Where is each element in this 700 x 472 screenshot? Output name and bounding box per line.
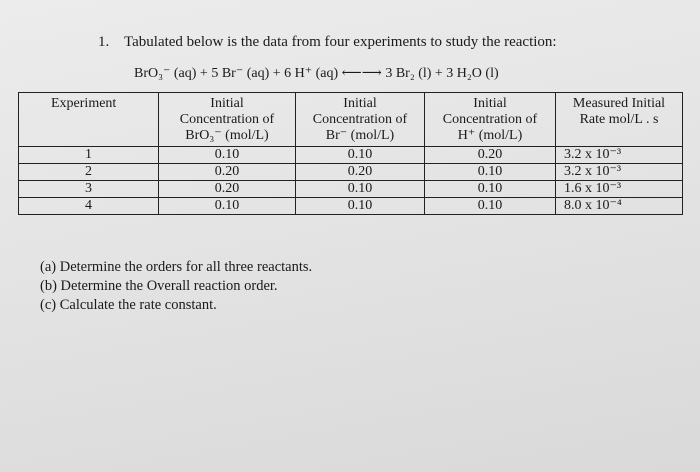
header-h-concentration: Initial Concentration of H⁺ (mol/L) (424, 92, 556, 147)
header-bro3-line3: BrO₃⁻ (mol/L) (185, 128, 269, 143)
header-br-line1: Initial (343, 96, 377, 111)
cell-bro3: 0.20 (158, 163, 296, 181)
header-measured-rate: Measured Initial Rate mol/L . s (555, 92, 683, 147)
header-br-line2: Concentration of (312, 112, 408, 127)
question-intro: Tabulated below is the data from four ex… (124, 34, 557, 50)
header-h-line3: H⁺ (mol/L) (457, 128, 523, 143)
header-br-line3: Br⁻ (mol/L) (325, 128, 395, 143)
header-rate-line1: Measured Initial (572, 96, 666, 111)
header-bro3-line2: Concentration of (179, 112, 275, 127)
part-c: (c) Calculate the rate constant. (40, 297, 217, 313)
part-b: (b) Determine the Overall reaction order… (40, 278, 278, 294)
cell-rate: 8.0 x 10⁻⁴ (555, 197, 683, 215)
cell-h: 0.10 (424, 163, 556, 181)
kinetics-data-table: Experiment Initial Concentration of BrO₃… (18, 92, 683, 215)
header-br-concentration: Initial Concentration of Br⁻ (mol/L) (295, 92, 425, 147)
reaction-equation: BrO₃⁻ (aq) + 5 Br⁻ (aq) + 6 H⁺ (aq) ⟵⟶ 3… (134, 66, 499, 81)
cell-bro3: 0.10 (158, 146, 296, 164)
cell-experiment: 1 (18, 146, 159, 164)
table-header-row: Experiment Initial Concentration of BrO₃… (18, 92, 683, 147)
part-a: (a) Determine the orders for all three r… (40, 259, 313, 275)
cell-h: 0.10 (424, 180, 556, 198)
cell-bro3: 0.20 (158, 180, 296, 198)
question-number: 1. (98, 34, 110, 50)
header-bro3-concentration: Initial Concentration of BrO₃⁻ (mol/L) (158, 92, 296, 147)
cell-experiment: 2 (18, 163, 159, 181)
header-h-line2: Concentration of (442, 112, 538, 127)
cell-br: 0.10 (295, 146, 425, 164)
cell-rate: 3.2 x 10⁻³ (555, 163, 683, 181)
table-row: 2 0.20 0.20 0.10 3.2 x 10⁻³ (18, 163, 683, 181)
header-experiment: Experiment (18, 92, 159, 147)
cell-rate: 1.6 x 10⁻³ (555, 180, 683, 198)
cell-br: 0.20 (295, 163, 425, 181)
cell-rate: 3.2 x 10⁻³ (555, 146, 683, 164)
cell-br: 0.10 (295, 180, 425, 198)
question-parts: (a) Determine the orders for all three r… (40, 258, 312, 315)
header-h-line1: Initial (473, 96, 507, 111)
table-row: 1 0.10 0.10 0.20 3.2 x 10⁻³ (18, 146, 683, 164)
cell-experiment: 4 (18, 197, 159, 215)
table-row: 3 0.20 0.10 0.10 1.6 x 10⁻³ (18, 180, 683, 198)
cell-h: 0.10 (424, 197, 556, 215)
cell-br: 0.10 (295, 197, 425, 215)
cell-experiment: 3 (18, 180, 159, 198)
header-bro3-line1: Initial (210, 96, 244, 111)
cell-h: 0.20 (424, 146, 556, 164)
cell-bro3: 0.10 (158, 197, 296, 215)
header-rate-line2: Rate mol/L . s (579, 112, 659, 127)
table-row: 4 0.10 0.10 0.10 8.0 x 10⁻⁴ (18, 197, 683, 215)
